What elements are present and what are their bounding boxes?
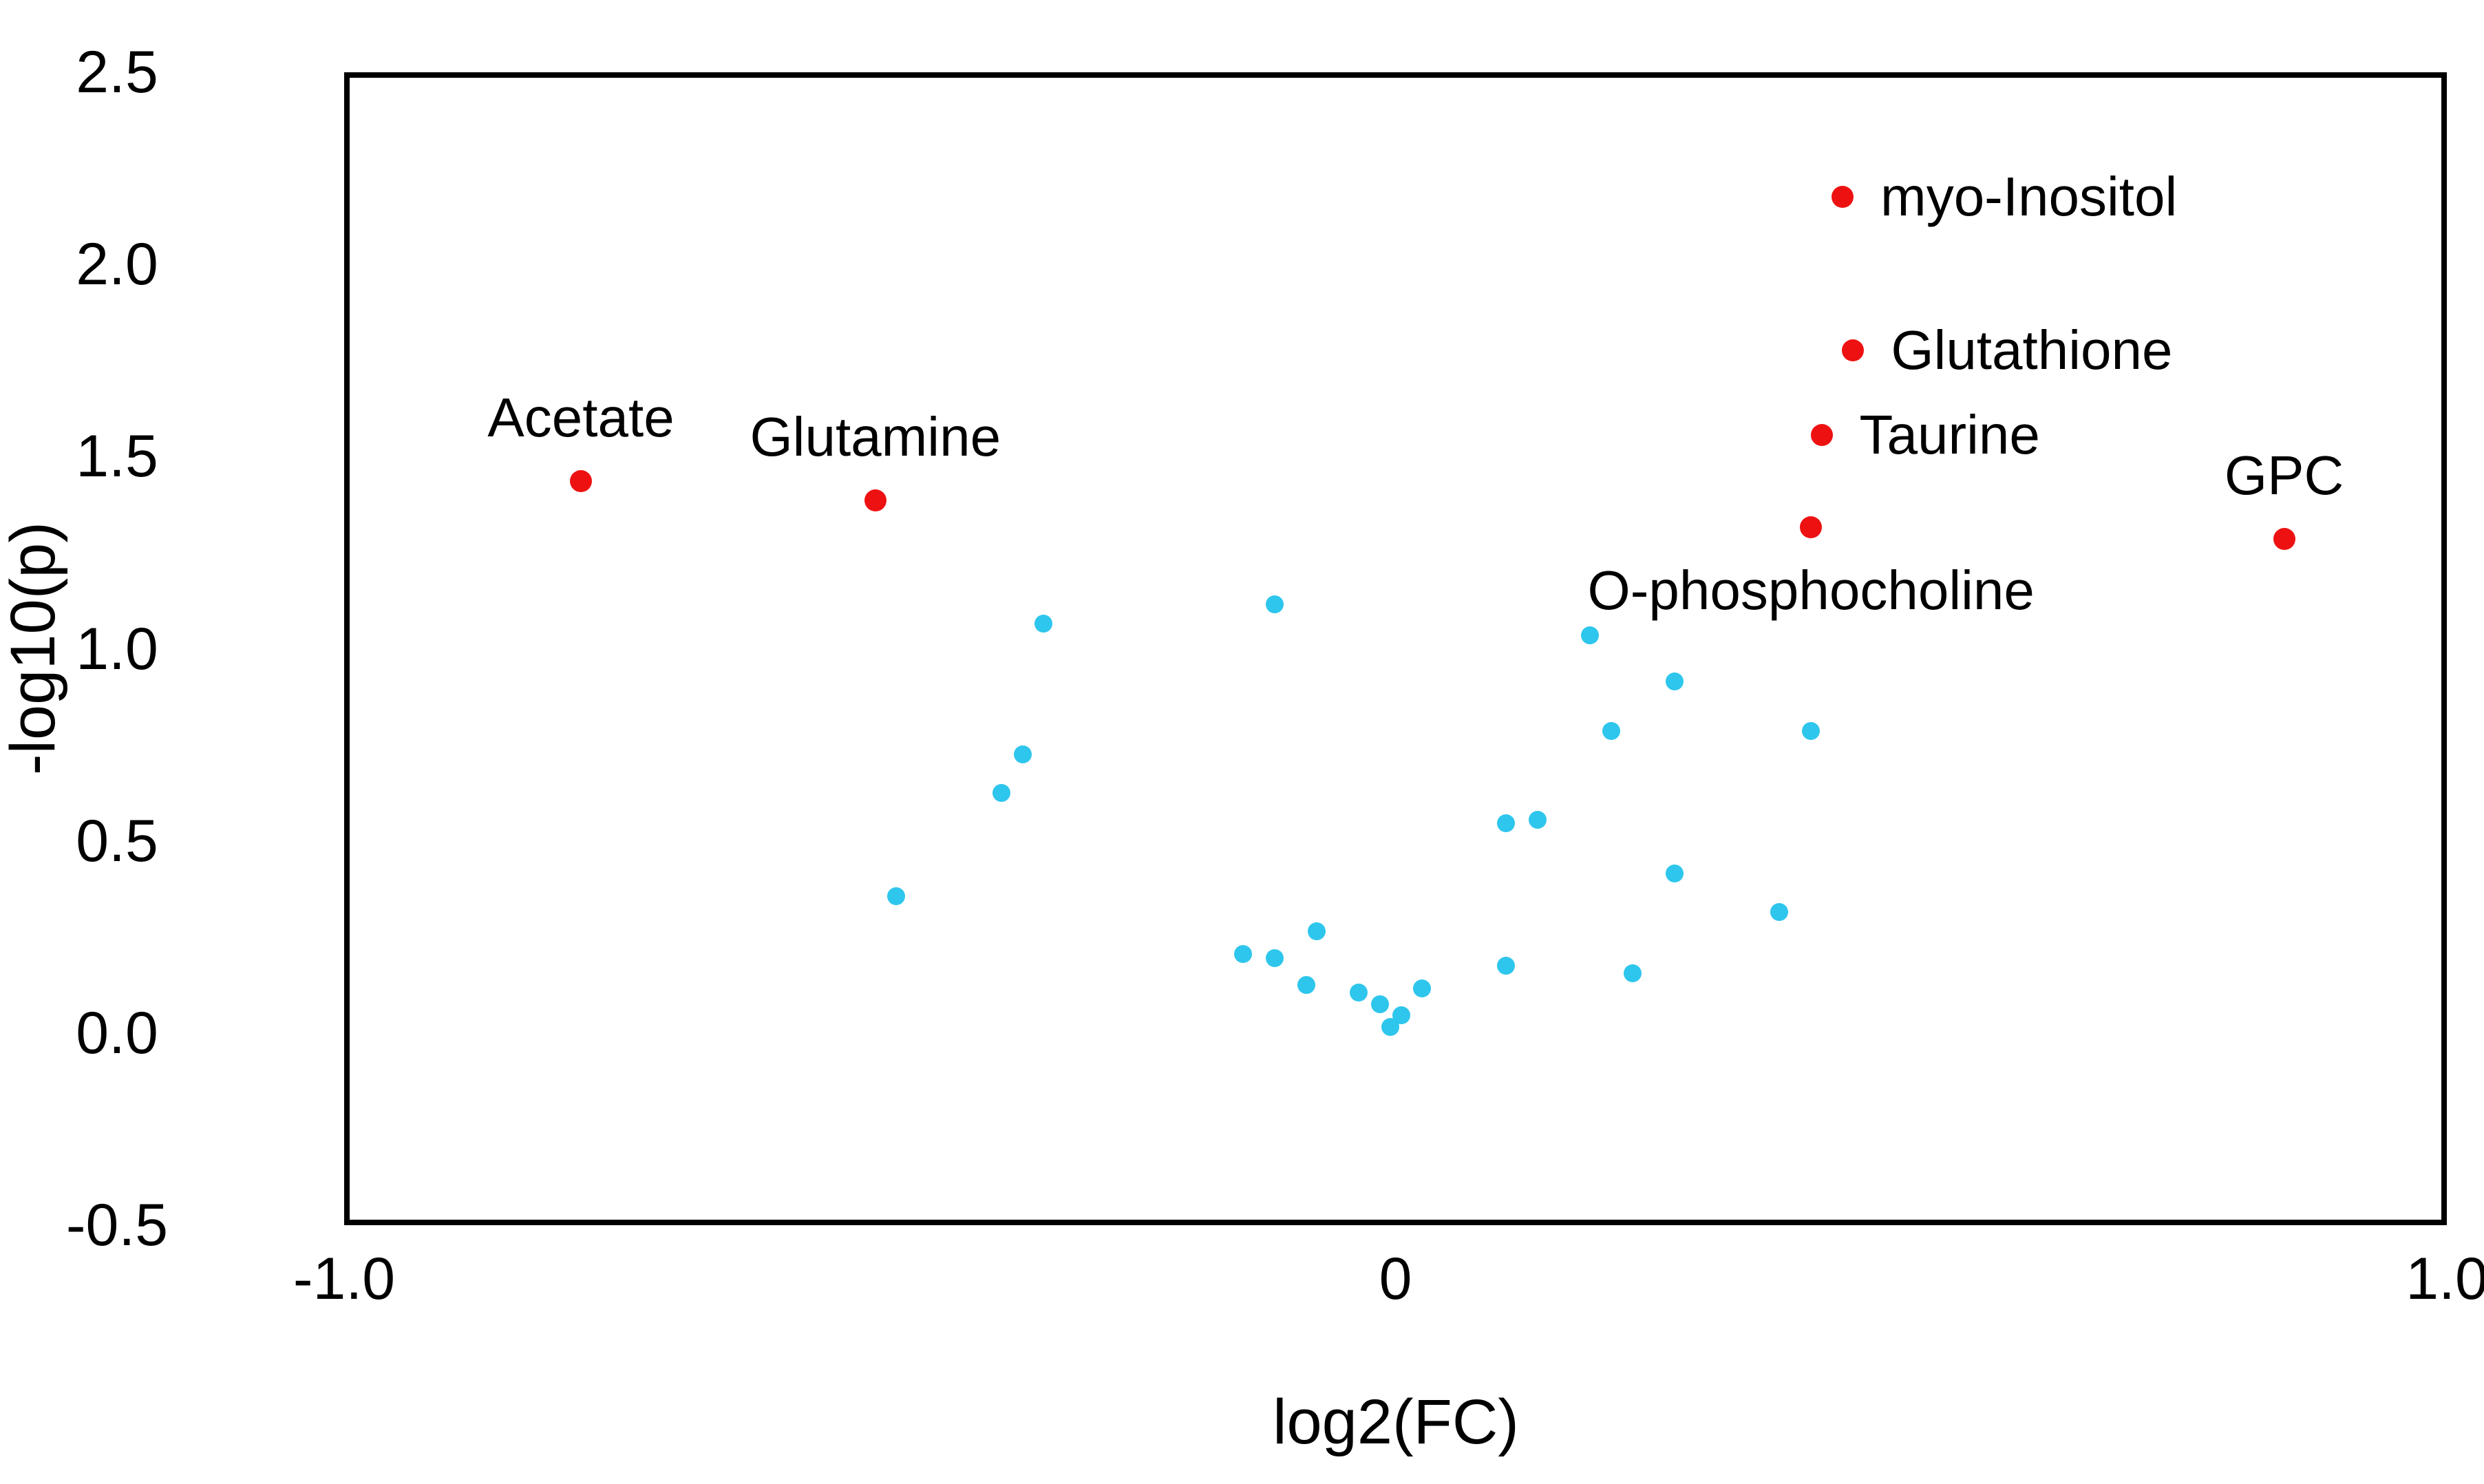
data-point-significant bbox=[1800, 516, 1823, 539]
x-tick-label: 1.0 bbox=[2406, 1246, 2484, 1312]
y-tick-label: 0.0 bbox=[76, 999, 158, 1066]
point-label: Acetate bbox=[487, 387, 675, 449]
data-point-not-significant bbox=[1665, 864, 1684, 882]
y-tick-label: 1.5 bbox=[76, 423, 158, 490]
data-point-not-significant bbox=[1308, 922, 1326, 940]
data-point-not-significant bbox=[887, 887, 906, 906]
point-label: GPC bbox=[2224, 445, 2344, 506]
data-point-not-significant bbox=[1413, 979, 1432, 998]
data-point-significant bbox=[1842, 339, 1865, 362]
data-point-not-significant bbox=[1266, 595, 1284, 613]
data-point-significant bbox=[570, 470, 593, 493]
data-point-not-significant bbox=[1370, 995, 1389, 1013]
point-label: O-phosphocholine bbox=[1587, 560, 2035, 622]
data-point-not-significant bbox=[992, 783, 1011, 802]
data-point-not-significant bbox=[1297, 975, 1316, 994]
data-point-not-significant bbox=[1581, 626, 1600, 644]
data-point-not-significant bbox=[1770, 902, 1789, 921]
data-point-significant bbox=[1810, 424, 1833, 447]
data-point-not-significant bbox=[1602, 722, 1620, 741]
y-tick-label: 1.0 bbox=[76, 615, 158, 682]
data-point-not-significant bbox=[1234, 945, 1253, 963]
data-point-not-significant bbox=[1266, 948, 1284, 967]
x-tick-label: -1.0 bbox=[293, 1246, 396, 1312]
data-point-significant bbox=[864, 489, 887, 512]
data-point-not-significant bbox=[1381, 1018, 1400, 1037]
point-label: Glutamine bbox=[750, 406, 1001, 468]
y-tick-label: 2.0 bbox=[76, 231, 158, 298]
x-axis-title: log2(FC) bbox=[1273, 1387, 1519, 1457]
data-point-not-significant bbox=[1802, 722, 1820, 741]
point-label: myo-Inositol bbox=[1880, 166, 2178, 228]
data-point-not-significant bbox=[1529, 810, 1547, 829]
data-point-significant bbox=[2273, 528, 2295, 550]
point-label: Taurine bbox=[1859, 404, 2040, 466]
data-point-not-significant bbox=[1013, 745, 1032, 763]
data-point-not-significant bbox=[1497, 956, 1516, 975]
plot-area: Acetate Glutamine myo-Inositol Glutathione T… bbox=[344, 72, 2447, 1225]
x-tick-label: 0 bbox=[1379, 1246, 1412, 1312]
point-label: Glutathione bbox=[1891, 319, 2173, 381]
y-axis-title: -log10(p) bbox=[0, 521, 68, 776]
y-tick-label: -0.5 bbox=[65, 1192, 169, 1258]
y-tick-label: 2.5 bbox=[76, 39, 158, 105]
data-point-not-significant bbox=[1034, 614, 1053, 633]
data-point-not-significant bbox=[1497, 814, 1516, 833]
data-point-not-significant bbox=[1623, 964, 1642, 982]
y-tick-label: 0.5 bbox=[76, 807, 158, 874]
data-point-not-significant bbox=[1665, 672, 1684, 690]
data-point-significant bbox=[1832, 186, 1854, 209]
data-point-not-significant bbox=[1350, 983, 1368, 1001]
